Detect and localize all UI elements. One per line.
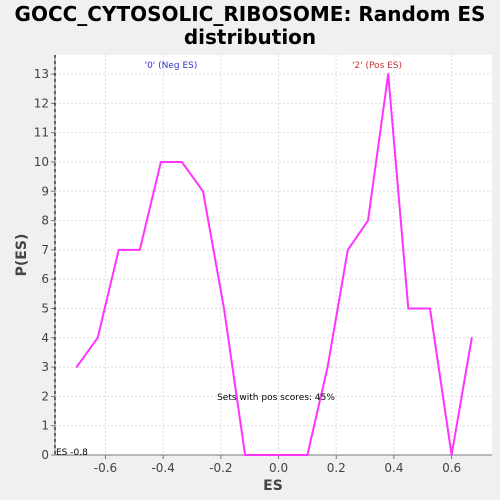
data-point <box>407 307 410 310</box>
data-point <box>223 307 225 310</box>
y-tick-label: 3 <box>41 360 49 374</box>
data-point <box>117 249 120 251</box>
y-tick-label: 6 <box>41 272 49 286</box>
axes <box>51 55 492 459</box>
data-point <box>139 249 141 251</box>
series-group <box>75 73 473 456</box>
y-tick-label: 10 <box>34 155 49 169</box>
x-tick-label: 0.6 <box>442 461 461 475</box>
data-point <box>326 366 329 368</box>
y-tick-label: 1 <box>41 419 49 433</box>
data-point <box>265 454 267 456</box>
chart-title-line2: distribution <box>184 25 316 49</box>
data-point <box>244 454 246 456</box>
x-tick-label: 0.2 <box>327 461 346 475</box>
data-point <box>346 249 349 251</box>
y-tick-label: 8 <box>41 214 49 228</box>
y-tick-label: 5 <box>41 301 49 315</box>
grid-lines <box>55 55 492 456</box>
y-tick-label: 7 <box>41 243 49 257</box>
y-tick-label: 0 <box>41 448 49 462</box>
x-tick-label: -0.2 <box>209 461 232 475</box>
y-axis-label: P(ES) <box>14 234 30 277</box>
x-axis-label: ES <box>263 478 283 494</box>
data-point <box>75 366 78 368</box>
data-point <box>387 73 389 75</box>
data-point <box>160 161 162 163</box>
y-tick-label: 9 <box>41 184 49 198</box>
y-tick-label: 11 <box>34 126 49 140</box>
data-point <box>286 454 289 456</box>
x-tick-label: -0.6 <box>94 461 117 475</box>
data-point <box>96 336 99 339</box>
x-tick-label: 0.4 <box>384 461 403 475</box>
data-point <box>181 161 183 163</box>
y-tick-label: 12 <box>34 96 49 110</box>
x-tick-label: -0.4 <box>151 461 174 475</box>
x-tick-label: 0.0 <box>269 461 288 475</box>
data-point <box>367 219 369 222</box>
y-tick-label: 4 <box>41 331 49 345</box>
data-point <box>429 307 431 310</box>
pos-scores-annotation: Sets with pos scores: 45% <box>217 393 335 403</box>
data-point <box>202 190 204 193</box>
y-tick-label: 13 <box>34 67 49 81</box>
y-tick-label: 2 <box>41 389 49 403</box>
data-point <box>450 454 453 456</box>
data-point <box>471 336 473 339</box>
data-point <box>306 454 309 456</box>
plot-area <box>55 55 492 455</box>
neg-es-label: '0' (Neg ES) <box>145 61 198 71</box>
chart-title-line1: GOCC_CYTOSOLIC_RIBOSOME: Random ES <box>15 2 486 26</box>
pos-es-label: '2' (Pos ES) <box>352 61 402 71</box>
series-line <box>75 73 473 456</box>
es-marker-label: ES -0.8 <box>56 448 88 458</box>
